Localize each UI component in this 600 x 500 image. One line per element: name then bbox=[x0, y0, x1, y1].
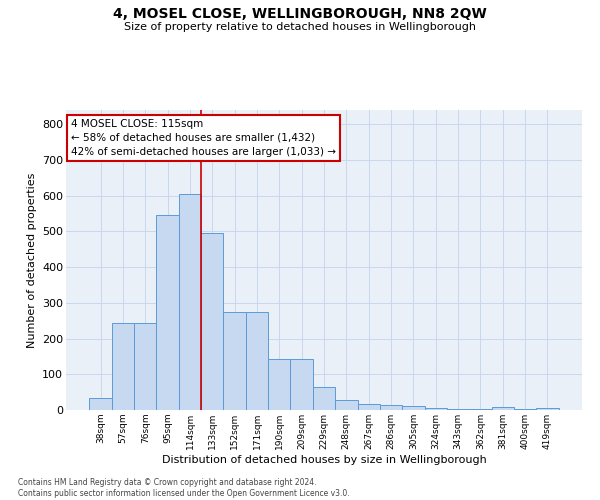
X-axis label: Distribution of detached houses by size in Wellingborough: Distribution of detached houses by size … bbox=[161, 454, 487, 464]
Bar bbox=[201, 233, 223, 410]
Bar bbox=[313, 387, 335, 410]
Bar bbox=[179, 194, 201, 410]
Bar bbox=[380, 406, 402, 410]
Bar bbox=[290, 359, 313, 410]
Bar bbox=[514, 408, 536, 410]
Bar bbox=[425, 408, 447, 410]
Bar bbox=[447, 408, 469, 410]
Bar bbox=[491, 407, 514, 410]
Bar bbox=[157, 216, 179, 410]
Bar bbox=[268, 359, 290, 410]
Bar bbox=[402, 406, 425, 410]
Text: 4, MOSEL CLOSE, WELLINGBOROUGH, NN8 2QW: 4, MOSEL CLOSE, WELLINGBOROUGH, NN8 2QW bbox=[113, 8, 487, 22]
Bar bbox=[536, 408, 559, 410]
Bar bbox=[358, 404, 380, 410]
Bar bbox=[335, 400, 358, 410]
Text: Contains HM Land Registry data © Crown copyright and database right 2024.
Contai: Contains HM Land Registry data © Crown c… bbox=[18, 478, 350, 498]
Bar bbox=[223, 312, 246, 410]
Y-axis label: Number of detached properties: Number of detached properties bbox=[26, 172, 37, 348]
Bar bbox=[246, 312, 268, 410]
Text: 4 MOSEL CLOSE: 115sqm
← 58% of detached houses are smaller (1,432)
42% of semi-d: 4 MOSEL CLOSE: 115sqm ← 58% of detached … bbox=[71, 119, 336, 157]
Bar bbox=[469, 408, 491, 410]
Bar bbox=[89, 398, 112, 410]
Text: Size of property relative to detached houses in Wellingborough: Size of property relative to detached ho… bbox=[124, 22, 476, 32]
Bar bbox=[112, 322, 134, 410]
Bar bbox=[134, 322, 157, 410]
